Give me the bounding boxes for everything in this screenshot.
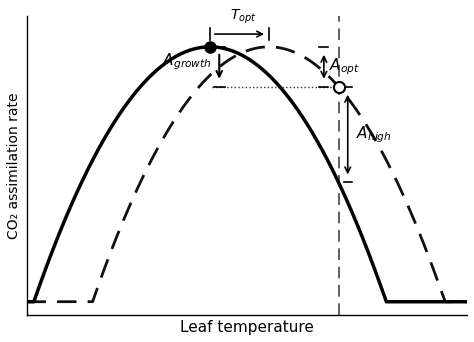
Text: $A_{opt}$: $A_{opt}$ — [329, 56, 360, 77]
Text: $T_{opt}$: $T_{opt}$ — [230, 8, 256, 26]
Text: $A_{high}$: $A_{high}$ — [356, 124, 392, 145]
Y-axis label: CO₂ assimilation rate: CO₂ assimilation rate — [7, 92, 21, 239]
Text: $A_{growth}$: $A_{growth}$ — [162, 51, 212, 72]
X-axis label: Leaf temperature: Leaf temperature — [180, 320, 314, 335]
